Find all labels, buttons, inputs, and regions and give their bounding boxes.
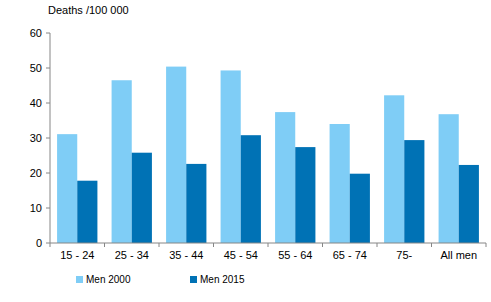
x-tick-label: All men <box>440 249 477 261</box>
y-tick <box>46 68 50 69</box>
x-tick <box>377 243 378 247</box>
bar <box>112 80 132 243</box>
bar <box>241 135 261 243</box>
y-tick-label: 30 <box>30 132 42 144</box>
y-tick-label: 0 <box>36 237 42 249</box>
y-tick <box>46 103 50 104</box>
bar <box>459 165 479 243</box>
bar <box>57 134 77 243</box>
x-tick-label: 45 - 54 <box>224 249 258 261</box>
bars <box>57 67 479 243</box>
x-tick-label: 65 - 74 <box>333 249 367 261</box>
x-tick-label: 75- <box>396 249 412 261</box>
x-tick <box>486 243 487 247</box>
legend-swatch <box>190 276 197 283</box>
y-axis-label: Deaths /100 000 <box>48 4 129 16</box>
y-tick <box>46 33 50 34</box>
bar <box>404 140 424 243</box>
y-tick-label: 10 <box>30 202 42 214</box>
x-tick <box>213 243 214 247</box>
x-tick-label: 35 - 44 <box>169 249 203 261</box>
y-tick <box>46 138 50 139</box>
y-tick-label: 20 <box>30 167 42 179</box>
y-axis <box>50 33 51 243</box>
legend-swatch <box>76 276 83 283</box>
bar <box>132 153 152 243</box>
y-tick <box>46 243 50 244</box>
bar <box>295 147 315 243</box>
bar <box>77 181 97 243</box>
x-tick <box>431 243 432 247</box>
y-tick-label: 60 <box>30 27 42 39</box>
bar <box>330 124 350 243</box>
chart: Deaths /100 000 0 10 20 30 40 50 60 15 - 24 25 - … <box>0 0 491 302</box>
y-tick <box>46 173 50 174</box>
bar <box>186 164 206 243</box>
y-tick <box>46 208 50 209</box>
x-tick <box>104 243 105 247</box>
x-tick <box>268 243 269 247</box>
x-tick-label: 55 - 64 <box>278 249 312 261</box>
bar <box>275 112 295 243</box>
bar <box>350 174 370 243</box>
legend: Men 2000 Men 2015 <box>76 274 245 285</box>
y-tick-label: 40 <box>30 97 42 109</box>
bar <box>221 70 241 243</box>
x-tick <box>50 243 51 247</box>
x-tick-label: 25 - 34 <box>115 249 149 261</box>
x-tick <box>322 243 323 247</box>
y-tick-label: 50 <box>30 62 42 74</box>
x-tick <box>159 243 160 247</box>
legend-label: Men 2015 <box>200 274 245 285</box>
bar <box>439 114 459 243</box>
x-tick-label: 15 - 24 <box>60 249 94 261</box>
bar <box>384 95 404 243</box>
legend-label: Men 2000 <box>86 274 131 285</box>
bar <box>166 67 186 243</box>
